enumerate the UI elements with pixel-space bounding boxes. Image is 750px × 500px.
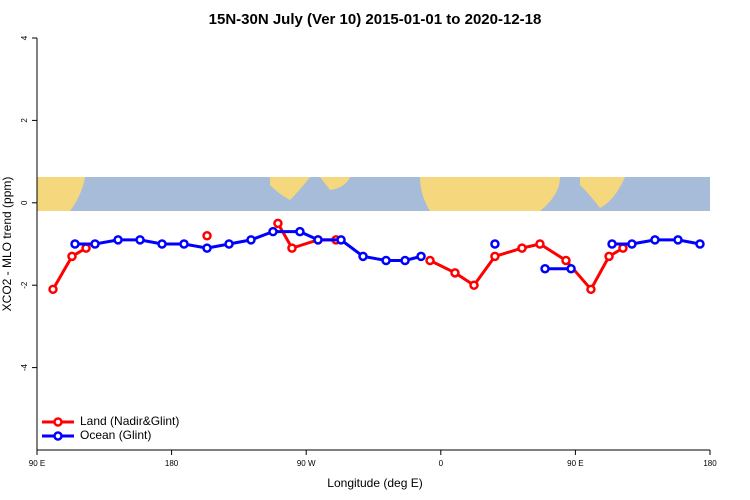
x-tick-label: 90 W: [297, 459, 316, 468]
data-point: [268, 226, 278, 237]
data-point: [48, 284, 58, 295]
data-point: [81, 243, 91, 253]
chart-title: 15N-30N July (Ver 10) 2015-01-01 to 2020…: [209, 11, 542, 28]
data-point: [627, 239, 637, 249]
y-axis-label: XCO2 - MLO trend (ppm): [0, 177, 14, 312]
x-axis-label: Longitude (deg E): [327, 476, 422, 490]
data-point: [287, 243, 297, 253]
data-point: [246, 235, 256, 245]
data-point: [157, 239, 167, 249]
data-point: [586, 284, 596, 295]
x-tick-label: 180: [165, 459, 179, 468]
data-point: [202, 243, 212, 253]
y-tick-label: 4: [20, 35, 29, 40]
data-point: [416, 251, 426, 262]
data-point: [113, 235, 123, 245]
x-tick-label: 90 E: [567, 459, 583, 468]
data-point: [607, 239, 617, 249]
data-point: [202, 231, 212, 241]
data-point: [135, 235, 145, 245]
data-point: [381, 255, 391, 266]
data-point: [490, 251, 500, 262]
data-point: [179, 239, 189, 249]
data-point: [490, 239, 500, 249]
y-tick-label: -4: [20, 363, 29, 371]
data-point: [517, 243, 527, 253]
data-point: [273, 218, 283, 229]
legend-label: Ocean (Glint): [80, 428, 151, 442]
legend-marker: [53, 431, 63, 441]
data-point: [425, 255, 435, 266]
data-point: [313, 235, 323, 245]
data-point: [469, 280, 479, 290]
data-point: [618, 243, 628, 253]
series-line: [51, 222, 624, 292]
data-point: [450, 268, 460, 278]
legend-label: Land (Nadir&Glint): [80, 414, 179, 428]
data-point: [400, 255, 410, 266]
x-tick-label: 90 E: [29, 459, 45, 468]
data-point: [336, 235, 346, 245]
x-tick-label: 180: [703, 459, 717, 468]
data-point: [224, 239, 234, 249]
data-point: [540, 263, 550, 274]
data-point: [90, 239, 100, 249]
data-point: [70, 239, 80, 249]
data-point: [358, 251, 368, 262]
data-point: [535, 239, 545, 249]
data-point: [561, 255, 571, 266]
data-point: [566, 263, 576, 274]
legend-marker: [53, 417, 63, 427]
data-point: [295, 226, 305, 237]
data-point: [650, 235, 660, 245]
y-tick-label: -2: [20, 281, 29, 289]
data-point: [604, 251, 614, 262]
map-band: [37, 177, 710, 211]
y-tick-label: 0: [20, 200, 29, 205]
x-tick-label: 0: [439, 459, 444, 468]
y-tick-label: 2: [20, 118, 29, 123]
data-point: [695, 239, 705, 249]
data-point: [67, 251, 77, 262]
data-point: [673, 235, 683, 245]
legend: Land (Nadir&Glint)Ocean (Glint): [42, 414, 179, 442]
